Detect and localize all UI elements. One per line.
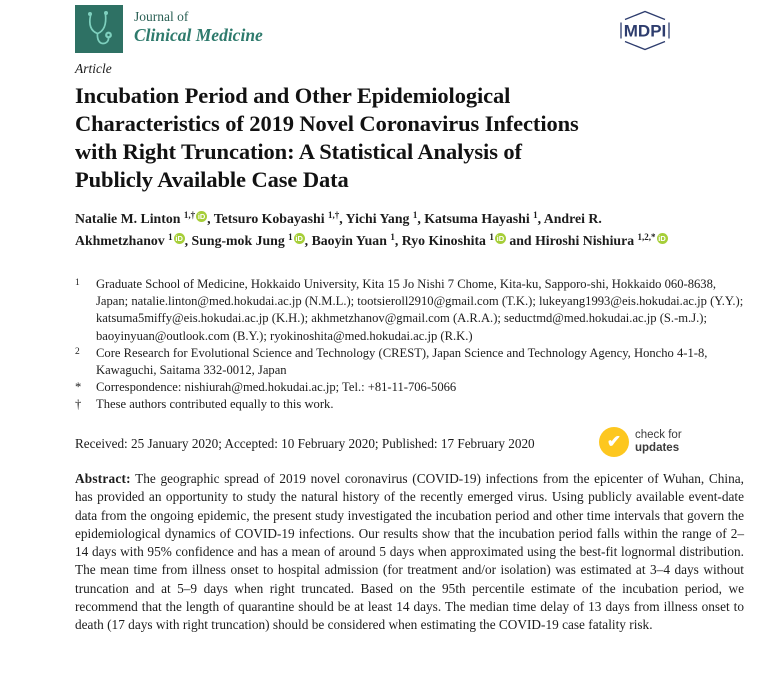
- check-label-line2: updates: [635, 442, 680, 454]
- author: Tetsuro Kobayashi 1,†,: [213, 210, 346, 226]
- article-title-line: Incubation Period and Other Epidemiologi…: [75, 83, 511, 108]
- author-affiliation-superscript: 1: [168, 232, 173, 242]
- affiliation-marker: *: [75, 380, 82, 395]
- article-title: Incubation Period and Other Epidemiologi…: [75, 82, 715, 194]
- article-title-line: Publicly Available Case Data: [75, 167, 349, 192]
- orcid-icon[interactable]: iD: [173, 233, 185, 244]
- author-name: Tetsuro Kobayashi: [213, 211, 328, 226]
- journal-logo: [75, 5, 123, 53]
- abstract: Abstract: The geographic spread of 2019 …: [75, 470, 744, 635]
- orcid-icon[interactable]: iD: [293, 233, 305, 244]
- affiliation-row: 1 Graduate School of Medicine, Hokkaido U…: [75, 276, 749, 345]
- author-affiliation-superscript: 1: [390, 232, 395, 242]
- affiliation-text: Correspondence: nishiurah@med.hokudai.ac…: [96, 380, 457, 395]
- author: Katsuma Hayashi 1,: [424, 210, 544, 226]
- affiliation-list: 1 Graduate School of Medicine, Hokkaido U…: [75, 276, 749, 414]
- author: Ryo Kinoshita 1 iD and: [401, 232, 536, 248]
- author-name: Katsuma Hayashi: [424, 211, 534, 226]
- orcid-icon[interactable]: iD: [656, 233, 668, 244]
- affiliation-text: These authors contributed equally to thi…: [96, 397, 334, 412]
- author-name: Sung-mok Jung: [191, 233, 289, 248]
- affiliation-row: 2 Core Research for Evolutional Science a…: [75, 345, 749, 379]
- affiliation-text: Core Research for Evolutional Science an…: [96, 345, 708, 378]
- author-name: Natalie M. Linton: [75, 211, 184, 226]
- check-for-updates-label: check for updates: [635, 429, 682, 455]
- author-name: Ryo Kinoshita: [401, 233, 490, 248]
- check-icon: ✔: [599, 427, 629, 457]
- author-affiliation-superscript: 1: [288, 232, 293, 242]
- mdpi-logo-text: MDPI: [624, 22, 667, 41]
- check-label-line1: check for: [635, 429, 682, 441]
- affiliation-marker: 2: [75, 346, 80, 357]
- affiliation-marker: 1: [75, 278, 80, 288]
- author-affiliation-superscript: 1: [412, 210, 418, 220]
- affiliation-row: † These authors contributed equally to th…: [75, 396, 749, 413]
- affiliation-marker: †: [75, 397, 82, 412]
- author-affiliation-superscript: 1,†: [183, 210, 196, 220]
- author-list: Natalie M. Linton 1,† iD, Tetsuro Kobayas…: [75, 206, 675, 250]
- abstract-text: The geographic spread of 2019 novel coro…: [75, 471, 744, 633]
- author-affiliation-superscript: 1,†: [328, 210, 340, 220]
- author: Andrei R. Akhmetzhanov 1 iD,: [75, 211, 602, 248]
- journal-name: Journal of Clinical Medicine: [134, 10, 263, 44]
- dates-line: Received: 25 January 2020; Accepted: 10 …: [75, 436, 535, 451]
- stethoscope-icon: [88, 11, 112, 45]
- author-name: Andrei R. Akhmetzhanov: [75, 211, 602, 248]
- author-affiliation-superscript: 1: [489, 232, 494, 242]
- affiliation-text: Graduate School of Medicine, Hokkaido Un…: [96, 277, 744, 343]
- author: Yichi Yang 1,: [345, 210, 425, 226]
- author-affiliation-superscript: 1: [533, 210, 538, 220]
- author: Natalie M. Linton 1,† iD,: [75, 210, 214, 226]
- author-name: Yichi Yang: [345, 211, 413, 226]
- author-name: Baoyin Yuan: [311, 233, 391, 248]
- author-name: Hiroshi Nishiura: [535, 233, 638, 248]
- author: Baoyin Yuan 1,: [311, 232, 402, 248]
- orcid-icon[interactable]: iD: [196, 211, 208, 222]
- journal-name-title: Clinical Medicine: [134, 24, 263, 45]
- check-for-updates-badge[interactable]: ✔ check for updates: [599, 427, 682, 457]
- orcid-icon[interactable]: iD: [494, 233, 506, 244]
- mdpi-logo: MDPI: [616, 7, 674, 54]
- author-affiliation-superscript: 1,2,*: [637, 232, 656, 242]
- author: Sung-mok Jung 1 iD,: [191, 232, 312, 248]
- journal-name-prefix: Journal of: [134, 9, 189, 24]
- abstract-label: Abstract:: [75, 471, 131, 486]
- article-title-line: Characteristics of 2019 Novel Coronaviru…: [75, 111, 579, 136]
- author: Hiroshi Nishiura 1,2,* iD: [535, 232, 668, 248]
- article-type-label: Article: [75, 61, 112, 76]
- article-title-line: with Right Truncation: A Statistical Ana…: [75, 139, 522, 164]
- affiliation-row: * Correspondence: nishiurah@med.hokudai.a…: [75, 379, 749, 396]
